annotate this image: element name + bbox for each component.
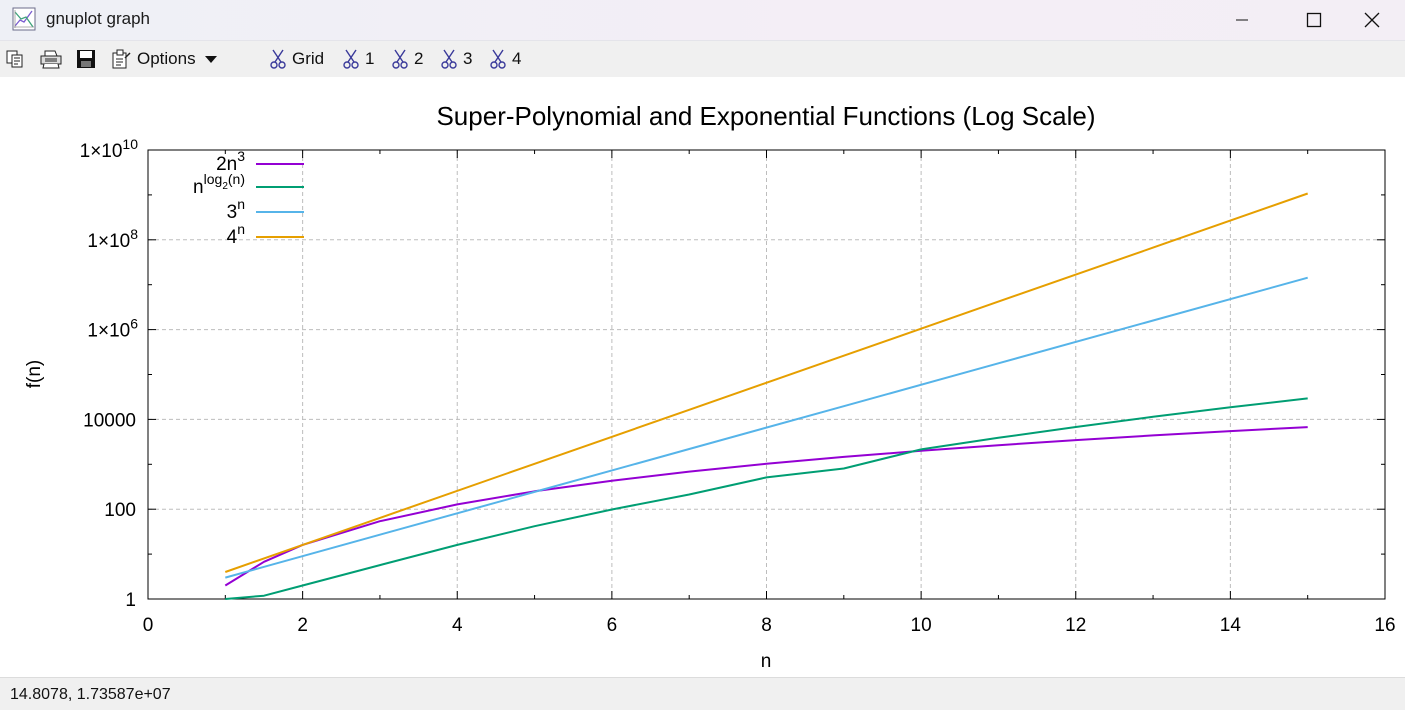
y-tick-label: 1×1010 <box>80 136 139 162</box>
cursor-coordinates: 14.8078, 1.73587e+07 <box>10 686 171 703</box>
close-button[interactable] <box>1339 0 1405 40</box>
maximize-icon <box>1306 12 1322 28</box>
options-menu-button[interactable]: Options <box>111 47 218 71</box>
y-tick-label: 10000 <box>83 410 136 431</box>
printer-icon <box>40 50 62 69</box>
plot-toggle-label: 2 <box>414 49 424 68</box>
copy-icon <box>6 50 23 68</box>
scissors-icon <box>490 49 506 69</box>
axis-ticks: 0 2 4 6 8 10 12 14 16 1 100 10000 1×106 1×108 1×1010 <box>80 136 1396 636</box>
x-tick-label: 14 <box>1220 615 1242 636</box>
maximize-button[interactable] <box>1281 0 1347 40</box>
x-tick-label: 4 <box>452 615 463 636</box>
grid-toggle-button[interactable]: Grid <box>270 47 324 71</box>
status-bar: 14.8078, 1.73587e+07 <box>0 677 1405 710</box>
plot-toggle-1[interactable]: 1 <box>343 47 374 71</box>
x-tick-label: 6 <box>607 615 618 636</box>
toolbar: Options Grid 1 2 3 <box>0 41 1405 77</box>
caret-down-icon <box>204 56 217 63</box>
legend-label-three: 3n <box>227 196 245 223</box>
x-tick-label: 8 <box>761 615 772 636</box>
series-line-four <box>224 192 1309 573</box>
scissors-icon <box>270 49 286 69</box>
grid-label: Grid <box>292 49 325 68</box>
grid <box>148 150 1385 599</box>
series-line-quasi <box>225 397 1308 600</box>
plot-toggle-2[interactable]: 2 <box>392 47 423 71</box>
x-axis-label: n <box>761 651 772 672</box>
window-title: gnuplot graph <box>46 9 150 28</box>
y-tick-label: 1 <box>125 590 136 611</box>
x-tick-label: 2 <box>297 615 308 636</box>
y-axis-label: f(n) <box>24 360 45 389</box>
y-tick-label: 1×108 <box>87 226 138 252</box>
series-line-cubic <box>224 426 1308 587</box>
plot-toggle-4[interactable]: 4 <box>490 47 521 71</box>
plot-toggle-label: 1 <box>365 49 375 68</box>
scissors-icon <box>441 49 457 69</box>
save-button[interactable] <box>76 47 96 71</box>
print-button[interactable] <box>40 47 62 71</box>
y-tick-label: 100 <box>104 500 136 521</box>
y-tick-label: 1×106 <box>87 316 138 342</box>
chart: 0 2 4 6 8 10 12 14 16 1 100 10000 1×106 1×108 1×1010 2… <box>24 101 1396 672</box>
minimize-icon <box>1236 19 1248 21</box>
legend-label-four: 4n <box>227 221 245 248</box>
minimize-button[interactable] <box>1209 0 1275 40</box>
x-tick-label: 10 <box>911 615 932 636</box>
series-line-three <box>225 276 1308 579</box>
gnuplot-app-icon <box>12 7 36 31</box>
series-lines <box>224 192 1309 600</box>
x-tick-label: 16 <box>1374 615 1395 636</box>
chart-title: Super-Polynomial and Exponential Functio… <box>436 101 1095 131</box>
scissors-icon <box>343 49 359 69</box>
options-icon <box>112 49 131 69</box>
options-label: Options <box>137 49 196 68</box>
floppy-disk-icon <box>77 50 95 68</box>
x-tick-label: 12 <box>1065 615 1086 636</box>
legend-label-cubic: 2n3 <box>216 148 245 175</box>
copy-button[interactable] <box>5 47 25 71</box>
plot-toggle-3[interactable]: 3 <box>441 47 472 71</box>
close-icon <box>1364 12 1380 28</box>
plot-toggle-label: 4 <box>512 49 522 68</box>
title-bar: gnuplot graph <box>0 0 1405 41</box>
legend-label-quasi: nlog2(n) <box>193 171 245 198</box>
plot-canvas[interactable]: 0 2 4 6 8 10 12 14 16 1 100 10000 1×106 1×108 1×1010 2… <box>0 77 1405 677</box>
x-tick-label: 0 <box>143 615 154 636</box>
scissors-icon <box>392 49 408 69</box>
plot-toggle-label: 3 <box>463 49 473 68</box>
